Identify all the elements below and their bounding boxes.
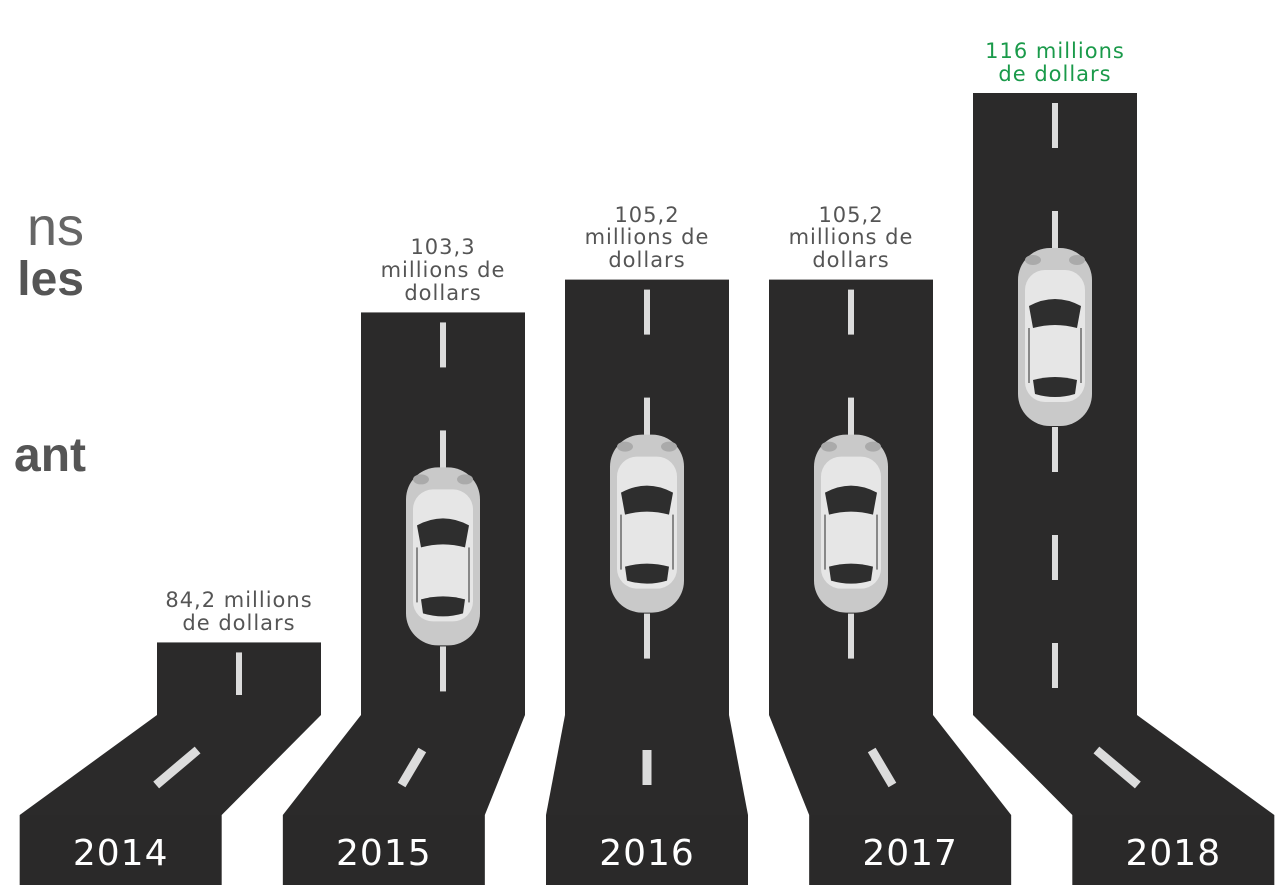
road-strip — [19, 815, 222, 885]
car-light — [1069, 255, 1085, 265]
road-dash — [644, 613, 650, 659]
road-dash — [644, 289, 650, 335]
road-dash — [1052, 211, 1058, 256]
road-strip — [546, 815, 748, 885]
car-light — [865, 441, 881, 452]
road-dash — [440, 322, 446, 368]
road-dash — [1052, 103, 1058, 148]
car-light — [661, 441, 677, 452]
x-tick-label: 2015 — [336, 833, 432, 874]
road-dash — [848, 289, 854, 335]
road-dash — [1052, 643, 1058, 688]
car-windshield — [825, 485, 877, 515]
car — [814, 434, 888, 613]
road-dash — [153, 746, 201, 789]
road-perspective — [19, 715, 322, 815]
road-dash — [397, 747, 427, 788]
road-perspective — [282, 715, 525, 815]
road-dash — [1093, 746, 1141, 789]
car-windshield — [1029, 299, 1081, 328]
car-rear-window — [421, 596, 465, 617]
car-rear-window — [829, 563, 873, 584]
value-label: 116 millions de dollars — [985, 39, 1125, 86]
car — [406, 467, 480, 646]
road-dash — [1052, 427, 1058, 472]
road-strip — [809, 815, 1012, 885]
car-windshield — [417, 518, 469, 548]
car — [610, 434, 684, 613]
value-label: 103,3 millions de dollars — [380, 235, 506, 305]
side-text: ns — [26, 197, 84, 257]
value-label: 84,2 millions de dollars — [165, 588, 313, 636]
road-dash — [440, 646, 446, 692]
x-tick-label: 2016 — [599, 833, 695, 874]
road-dash — [848, 613, 854, 659]
side-text: les — [17, 253, 84, 306]
value-label: 105,2 millions de dollars — [788, 202, 914, 272]
car-light — [821, 441, 837, 452]
road-dash — [867, 747, 897, 788]
car-light — [617, 441, 633, 452]
car-light — [457, 474, 473, 485]
car-light — [413, 474, 429, 485]
value-label: 105,2 millions de dollars — [584, 202, 710, 272]
road-perspective — [973, 715, 1275, 815]
road-dash — [848, 397, 854, 443]
road-strip — [282, 815, 485, 885]
x-tick-label: 2018 — [1126, 833, 1222, 874]
side-text: ant — [14, 429, 86, 482]
car-rear-window — [625, 563, 669, 584]
road-strip — [1072, 815, 1275, 885]
car-light — [1025, 255, 1041, 265]
road-perspective — [769, 715, 1012, 815]
car-rear-window — [1033, 377, 1077, 397]
road-dash — [1052, 535, 1058, 580]
x-tick-label: 2014 — [73, 833, 169, 874]
car — [1018, 248, 1092, 426]
x-tick-label: 2017 — [862, 833, 958, 874]
road-dash — [440, 430, 446, 476]
car-windshield — [621, 485, 673, 515]
road-dash — [236, 652, 242, 695]
road-dash — [644, 397, 650, 443]
